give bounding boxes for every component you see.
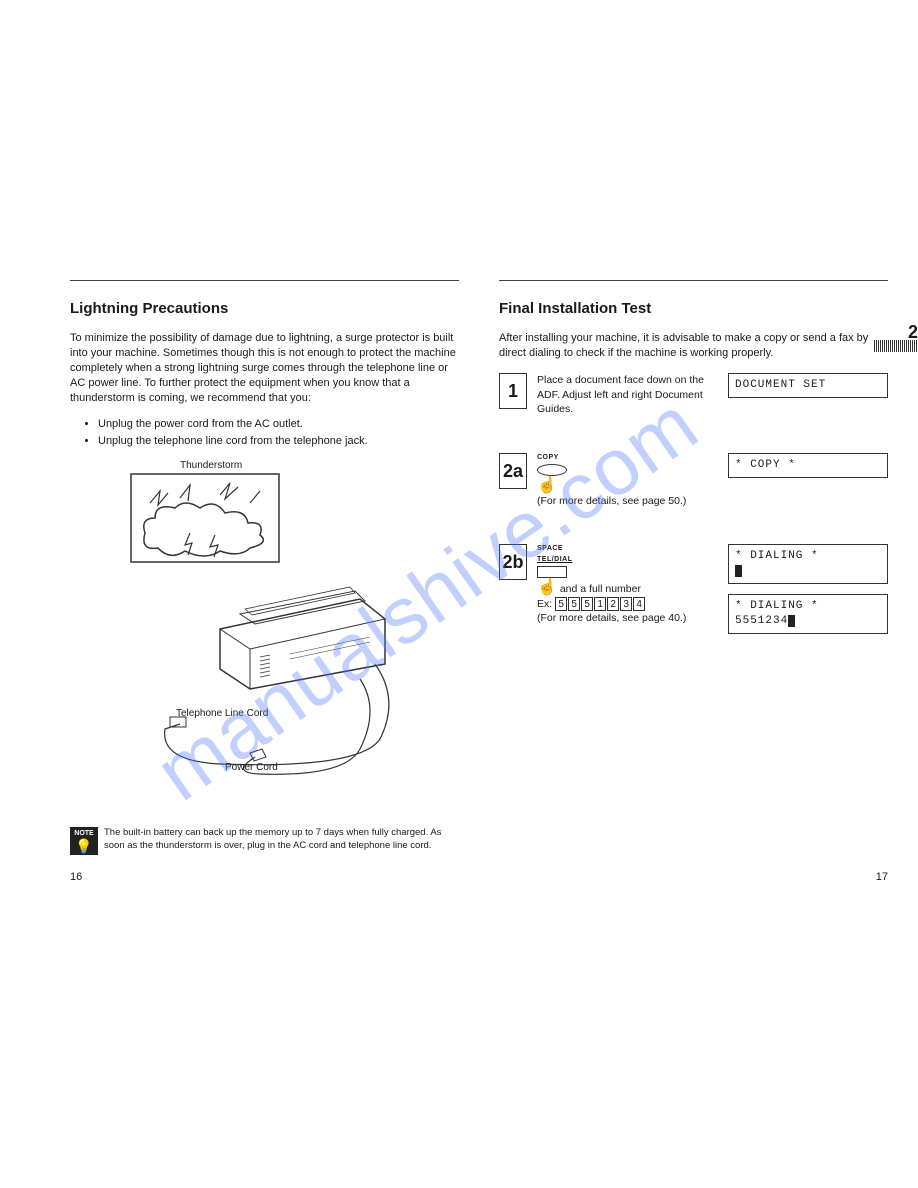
display-line1: * DIALING * [735,550,819,562]
right-heading: Final Installation Test [499,299,888,319]
lightning-illustration: Thunderstorm [70,459,459,799]
left-intro: To minimize the possibility of damage du… [70,331,459,405]
press-hand-icon: ☝ [537,579,557,596]
digit-box: 5 [555,597,567,611]
digit-box: 5 [581,597,593,611]
left-page: Lightning Precautions To minimize the po… [70,280,469,855]
digit-box: 4 [633,597,645,611]
cursor-icon [735,565,742,577]
digit-box: 3 [620,597,632,611]
step-2a-row: 2a COPY ☝ (For more details, see page 50… [499,453,888,508]
right-page: Final Installation Test After installing… [489,280,888,855]
cursor-icon [788,615,795,627]
list-item: Unplug the power cord from the AC outlet… [98,417,459,432]
teldial-label: TEL/DIAL [537,555,718,565]
page-spread: Lightning Precautions To minimize the po… [70,280,888,855]
ex-label: Ex: [537,598,552,610]
space-label: SPACE [537,544,718,554]
step-2b-row: 2b SPACE TEL/DIAL ☝ and a full number Ex… [499,544,888,633]
note-text: The built-in battery can back up the mem… [104,827,459,852]
lcd-display: * COPY * [728,453,888,478]
page-number-left: 16 [70,870,82,885]
tel-line-label: Telephone Line Cord [176,707,268,721]
step-1-row: 1 Place a document face down on the ADF.… [499,373,888,417]
step-2a-detail: (For more details, see page 50.) [537,494,718,509]
left-bullet-list: Unplug the power cord from the AC outlet… [98,417,459,449]
list-item: Unplug the telephone line cord from the … [98,434,459,449]
and-full-number-text: and a full number [560,583,641,595]
top-rule-right [499,280,888,281]
copy-button-label: COPY [537,453,718,463]
page-number-right: 17 [876,870,888,885]
thunderstorm-icon [130,473,280,563]
barcode-icon [874,340,918,352]
left-heading: Lightning Precautions [70,299,459,319]
display-line2: 5551234 [735,615,788,627]
bulb-icon: 💡 [75,839,92,853]
note-block: NOTE 💡 The built-in battery can back up … [70,827,459,855]
lcd-display: * DIALING * [728,544,888,584]
top-rule-left [70,280,459,281]
step-number-box: 2b [499,544,527,580]
teldial-button-icon [537,566,567,578]
copy-button-icon [537,464,567,476]
press-hand-icon: ☝ [537,478,718,494]
lcd-display: * DIALING * 5551234 [728,594,888,634]
cords-icon [110,609,450,809]
step-2a-body: COPY ☝ (For more details, see page 50.) [537,453,718,508]
right-intro: After installing your machine, it is adv… [499,331,888,361]
digit-box: 5 [568,597,580,611]
digit-box: 2 [607,597,619,611]
step-2b-displays: * DIALING * * DIALING * 5551234 [728,544,888,633]
display-line1: * DIALING * [735,600,819,612]
power-cord-label: Power Cord [225,761,278,775]
example-row: Ex: 5551234 [537,597,718,612]
lcd-display: DOCUMENT SET [728,373,888,398]
digit-box: 1 [594,597,606,611]
step-number-box: 1 [499,373,527,409]
step-2b-body: SPACE TEL/DIAL ☝ and a full number Ex: 5… [537,544,718,626]
thunderstorm-label: Thunderstorm [180,459,242,473]
note-bulb-icon: NOTE 💡 [70,827,98,855]
step-number-box: 2a [499,453,527,489]
step-1-text: Place a document face down on the ADF. A… [537,373,718,417]
step-2b-detail: (For more details, see page 40.) [537,611,718,626]
